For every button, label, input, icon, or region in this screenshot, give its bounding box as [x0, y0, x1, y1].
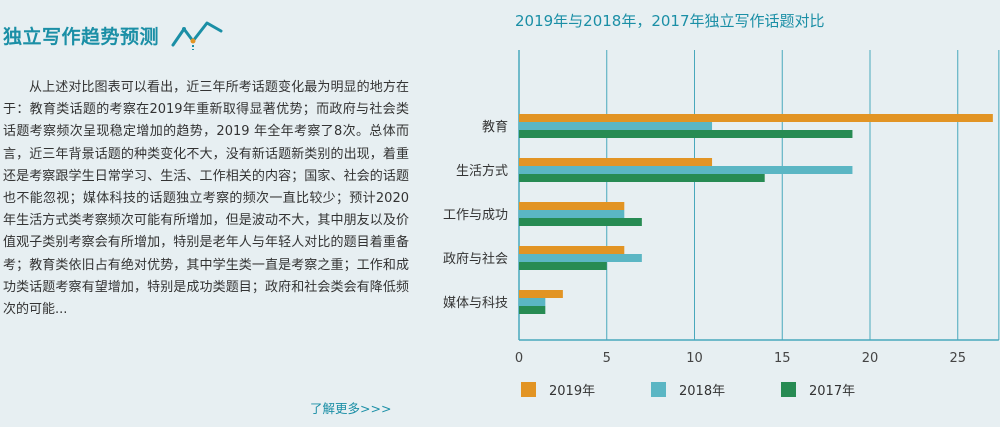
- x-tick-label: 20: [862, 351, 879, 366]
- legend-swatch: [521, 382, 536, 397]
- chart-title: 2019年与2018年，2017年独立写作话题对比: [515, 12, 825, 30]
- legend-swatch: [651, 382, 666, 397]
- category-label: 教育: [482, 119, 508, 135]
- section-heading: 独立写作趋势预测: [3, 20, 223, 50]
- category-label: 政府与社会: [443, 251, 508, 267]
- bar: [519, 298, 546, 306]
- bar: [519, 158, 713, 166]
- x-tick-label: 0: [515, 351, 523, 366]
- chart-bars: [519, 114, 993, 314]
- text-panel: 独立写作趋势预测 从上述对比图表可以看出，近三年所考话题变化最为明显的地方在于：…: [0, 0, 420, 427]
- trend-line-icon: [171, 21, 223, 50]
- bar: [519, 306, 546, 314]
- category-label: 媒体与科技: [443, 296, 508, 311]
- chart-legend: 2019年 2018年 2017年: [521, 382, 855, 399]
- bar: [519, 290, 563, 298]
- x-axis-ticks: 0 5 10 15 20 25: [515, 351, 966, 366]
- x-tick-label: 5: [603, 351, 611, 366]
- bar: [519, 218, 642, 226]
- bar: [519, 114, 993, 122]
- learn-more-link[interactable]: 了解更多>>>: [310, 401, 392, 416]
- x-tick-label: 10: [686, 351, 703, 366]
- category-label: 生活方式: [456, 163, 508, 179]
- bar: [519, 262, 607, 270]
- bar: [519, 166, 853, 174]
- legend-swatch: [781, 382, 796, 397]
- category-label: 工作与成功: [443, 208, 508, 223]
- bar: [519, 210, 625, 218]
- legend-label: 2019年: [549, 384, 595, 399]
- bar: [519, 174, 765, 182]
- legend-label: 2017年: [809, 384, 855, 399]
- bar: [519, 254, 642, 262]
- section-title: 独立写作趋势预测: [3, 25, 160, 48]
- x-tick-label: 25: [949, 351, 966, 366]
- chart-grid: [518, 50, 1000, 341]
- bar: [519, 246, 625, 254]
- bar: [519, 130, 853, 138]
- bar: [519, 202, 625, 210]
- x-tick-label: 15: [774, 351, 791, 366]
- legend-label: 2018年: [679, 384, 725, 399]
- bar: [519, 122, 713, 130]
- analysis-paragraph: 从上述对比图表可以看出，近三年所考话题变化最为明显的地方在于：教育类话题的考察在…: [3, 80, 409, 318]
